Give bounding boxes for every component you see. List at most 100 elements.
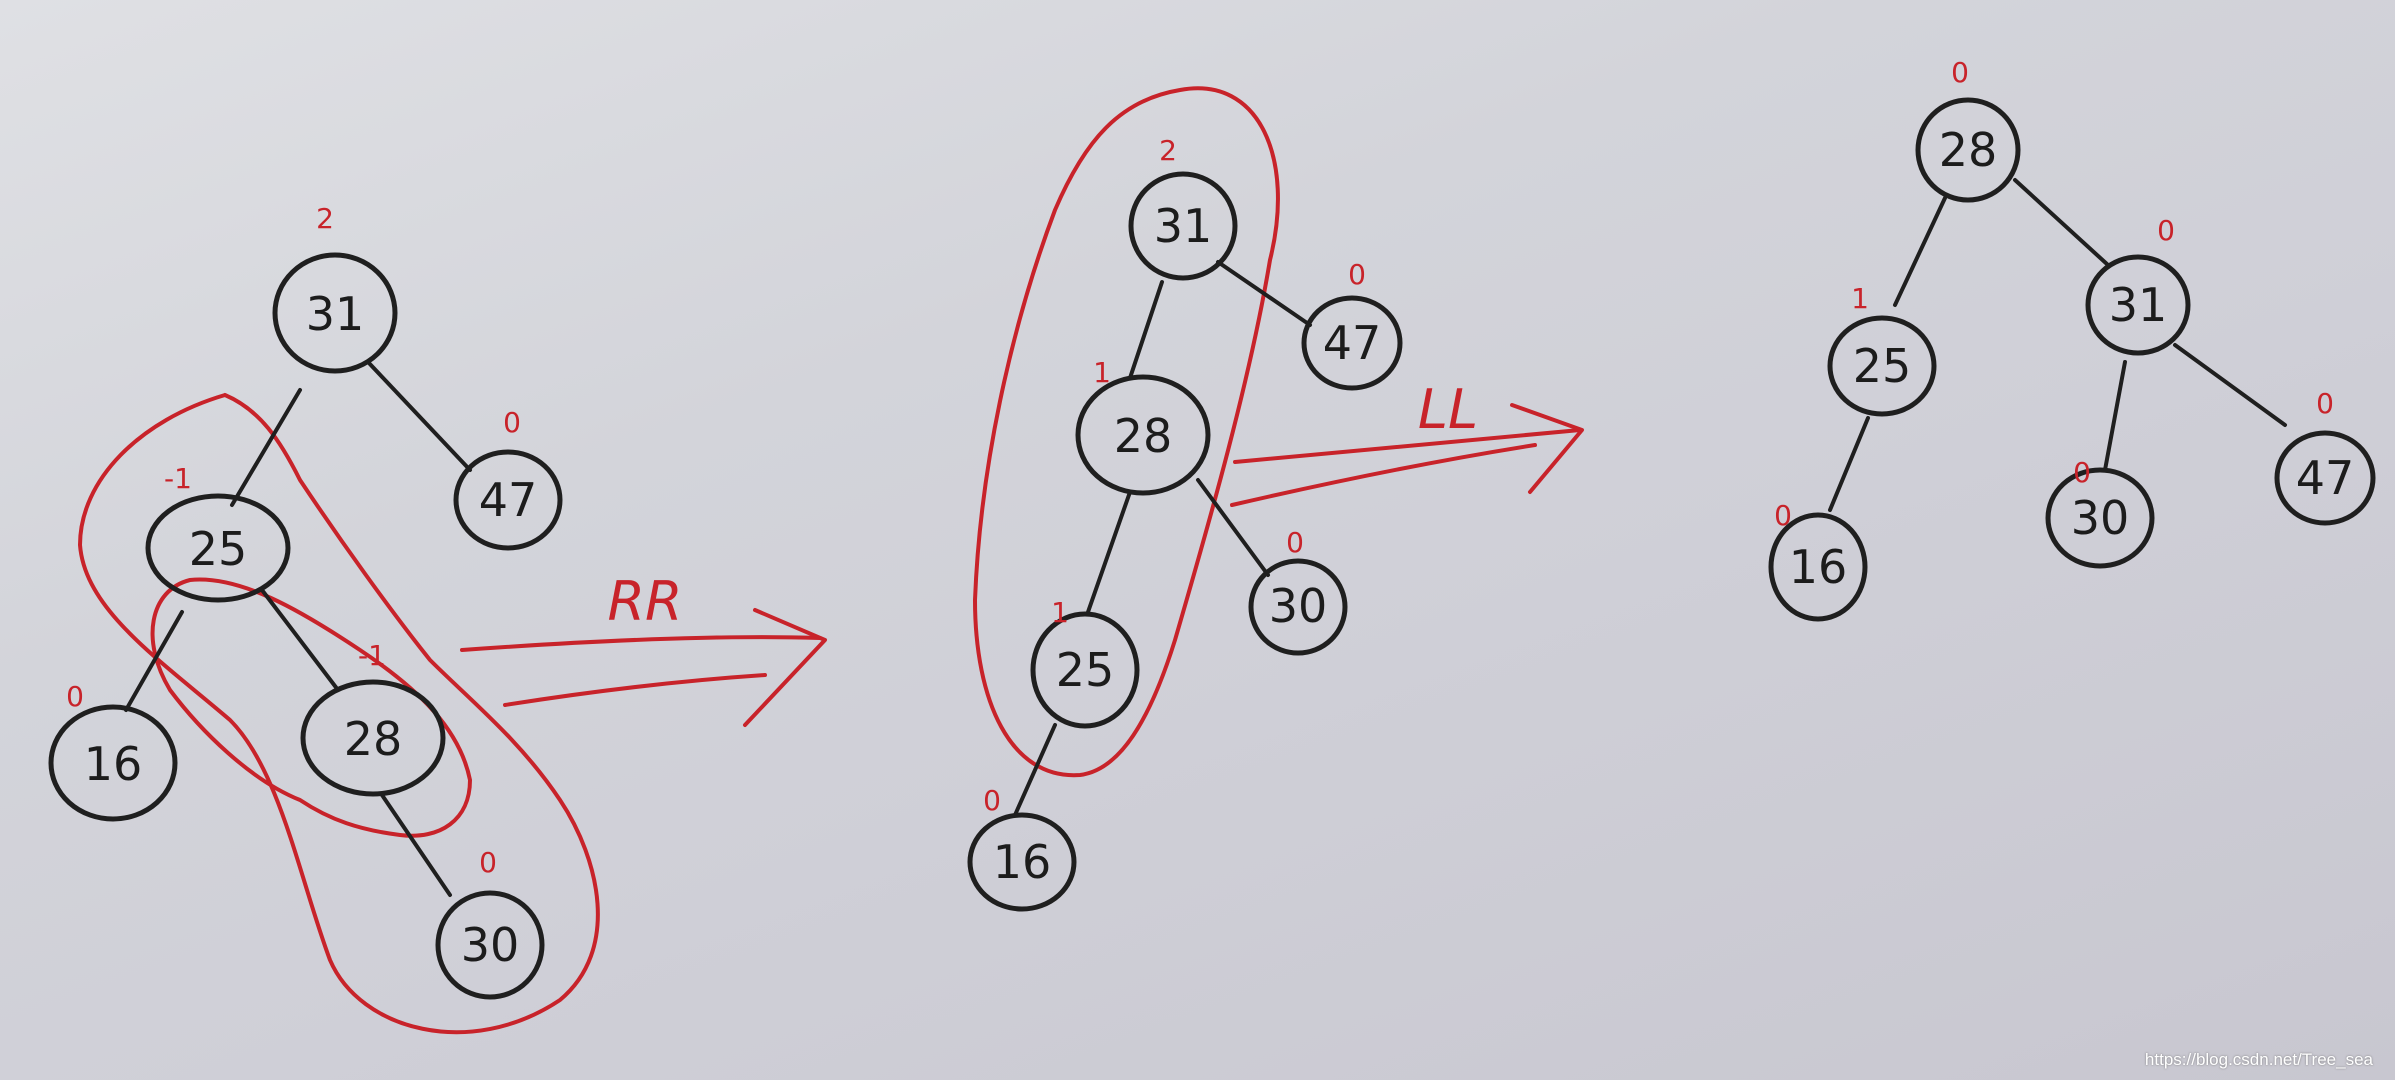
balance-factor: 0 <box>1774 499 1792 532</box>
rotation-label: RR <box>607 570 682 633</box>
node-circle <box>1827 315 1937 417</box>
highlight-loop <box>973 86 1280 778</box>
node-value: 30 <box>461 918 520 972</box>
balance-factor: 0 <box>983 784 1001 817</box>
edge-25-16 <box>1828 416 1870 512</box>
node-value: 31 <box>2109 278 2168 332</box>
tree-node: 31 2 <box>1128 134 1238 281</box>
balance-factor: -1 <box>164 462 192 495</box>
node-value: 25 <box>189 522 248 576</box>
node-circle <box>48 704 178 822</box>
tree-node: 47 0 <box>2274 387 2376 526</box>
rotation-label: LL <box>1418 378 1478 441</box>
tree-node: 16 0 <box>48 680 178 822</box>
node-circle <box>1075 374 1211 496</box>
tree-node: 31 2 <box>272 202 398 374</box>
node-value: 30 <box>2071 491 2130 545</box>
node-circle <box>2085 254 2191 356</box>
tree-node: 30 0 <box>2045 456 2155 569</box>
highlight-loop-outer <box>78 393 600 1035</box>
node-circle <box>1301 295 1403 391</box>
edge-25-28 <box>260 588 340 692</box>
node-value: 16 <box>993 835 1052 889</box>
node-value: 47 <box>479 473 538 527</box>
tree-node: 30 0 <box>435 846 545 1000</box>
node-value: 28 <box>1114 409 1173 463</box>
tree-2-before-ll: 31 2 47 0 28 1 30 0 25 1 16 0 <box>967 86 1403 912</box>
node-circle <box>453 449 563 551</box>
tree-node: 16 0 <box>1768 499 1868 622</box>
node-value: 31 <box>1154 199 1213 253</box>
tree-node: 28 0 <box>1915 56 2021 203</box>
tree-1-before-rr: 31 2 47 0 25 -1 16 0 28 -1 30 0 <box>48 202 600 1035</box>
node-value: 16 <box>84 737 143 791</box>
node-value: 16 <box>1789 540 1848 594</box>
balance-factor: 2 <box>1159 134 1177 167</box>
node-circle <box>145 493 291 603</box>
node-circle <box>1128 171 1238 281</box>
edge-31-47 <box>1216 260 1312 327</box>
arrow-shaft-top <box>460 635 822 652</box>
node-circle <box>300 679 446 797</box>
node-value: 31 <box>306 287 365 341</box>
edge-28-25 <box>1086 490 1132 614</box>
tree-node: 30 0 <box>1248 526 1348 656</box>
edge-28-31 <box>2013 178 2110 267</box>
node-circle <box>2274 430 2376 526</box>
node-value: 47 <box>2296 451 2355 505</box>
balance-factor: 0 <box>1951 56 1969 89</box>
watermark-url: https://blog.csdn.net/Tree_sea <box>2144 1050 2373 1069</box>
node-value: 25 <box>1853 339 1912 393</box>
balance-factor: 0 <box>1286 526 1304 559</box>
node-circle <box>1768 512 1868 622</box>
balance-factor: 1 <box>1051 596 1069 629</box>
balance-factor: 0 <box>2157 214 2175 247</box>
arrow-shaft-top <box>1233 428 1582 464</box>
tree-node: 47 0 <box>453 406 563 551</box>
edge-31-30 <box>2103 360 2127 472</box>
tree-node: 47 0 <box>1301 258 1403 391</box>
node-circle <box>1030 611 1140 729</box>
tree-node: 16 0 <box>967 784 1077 912</box>
tree-node: 28 1 <box>1075 356 1211 496</box>
balance-factor: 0 <box>2073 456 2091 489</box>
tree-node: 28 -1 <box>300 639 446 797</box>
edge-25-16 <box>1013 723 1057 817</box>
tree-3-balanced: 28 0 25 1 31 0 16 0 30 0 47 0 <box>1768 56 2376 622</box>
node-circle <box>272 252 398 374</box>
balance-factor: 1 <box>1851 282 1869 315</box>
tree-node: 25 -1 <box>145 462 291 603</box>
node-circle <box>2045 467 2155 569</box>
tree-node: 25 1 <box>1030 596 1140 729</box>
edge-28-30 <box>1196 478 1270 577</box>
node-circle <box>1248 558 1348 656</box>
edge-28-25 <box>1893 196 1947 307</box>
node-value: 28 <box>1939 123 1998 177</box>
node-value: 47 <box>1323 316 1382 370</box>
arrow-head <box>743 608 827 727</box>
balance-factor: 0 <box>503 406 521 439</box>
arrow-head <box>1510 403 1584 494</box>
arrow-shaft-bottom <box>1230 443 1537 507</box>
balance-factor: 0 <box>1348 258 1366 291</box>
balance-factor: 2 <box>316 202 334 235</box>
node-circle <box>435 890 545 1000</box>
tree-node: 25 1 <box>1827 282 1937 417</box>
arrow-shaft-bottom <box>503 673 767 707</box>
edge-28-30 <box>380 793 452 897</box>
rotation-arrow-rr: RR <box>460 570 827 727</box>
balance-factor: 0 <box>479 846 497 879</box>
edge-31-28 <box>1128 280 1164 380</box>
balance-factor: 1 <box>1093 356 1111 389</box>
node-value: 30 <box>1269 579 1328 633</box>
node-circle <box>1915 97 2021 203</box>
edge-31-25 <box>230 388 302 507</box>
balance-factor: -1 <box>358 639 386 672</box>
tree-node: 31 0 <box>2085 214 2191 356</box>
balance-factor: 0 <box>2316 387 2334 420</box>
balance-factor: 0 <box>66 680 84 713</box>
node-circle <box>967 812 1077 912</box>
edge-31-47 <box>366 360 472 472</box>
edge-31-47 <box>2173 343 2287 427</box>
